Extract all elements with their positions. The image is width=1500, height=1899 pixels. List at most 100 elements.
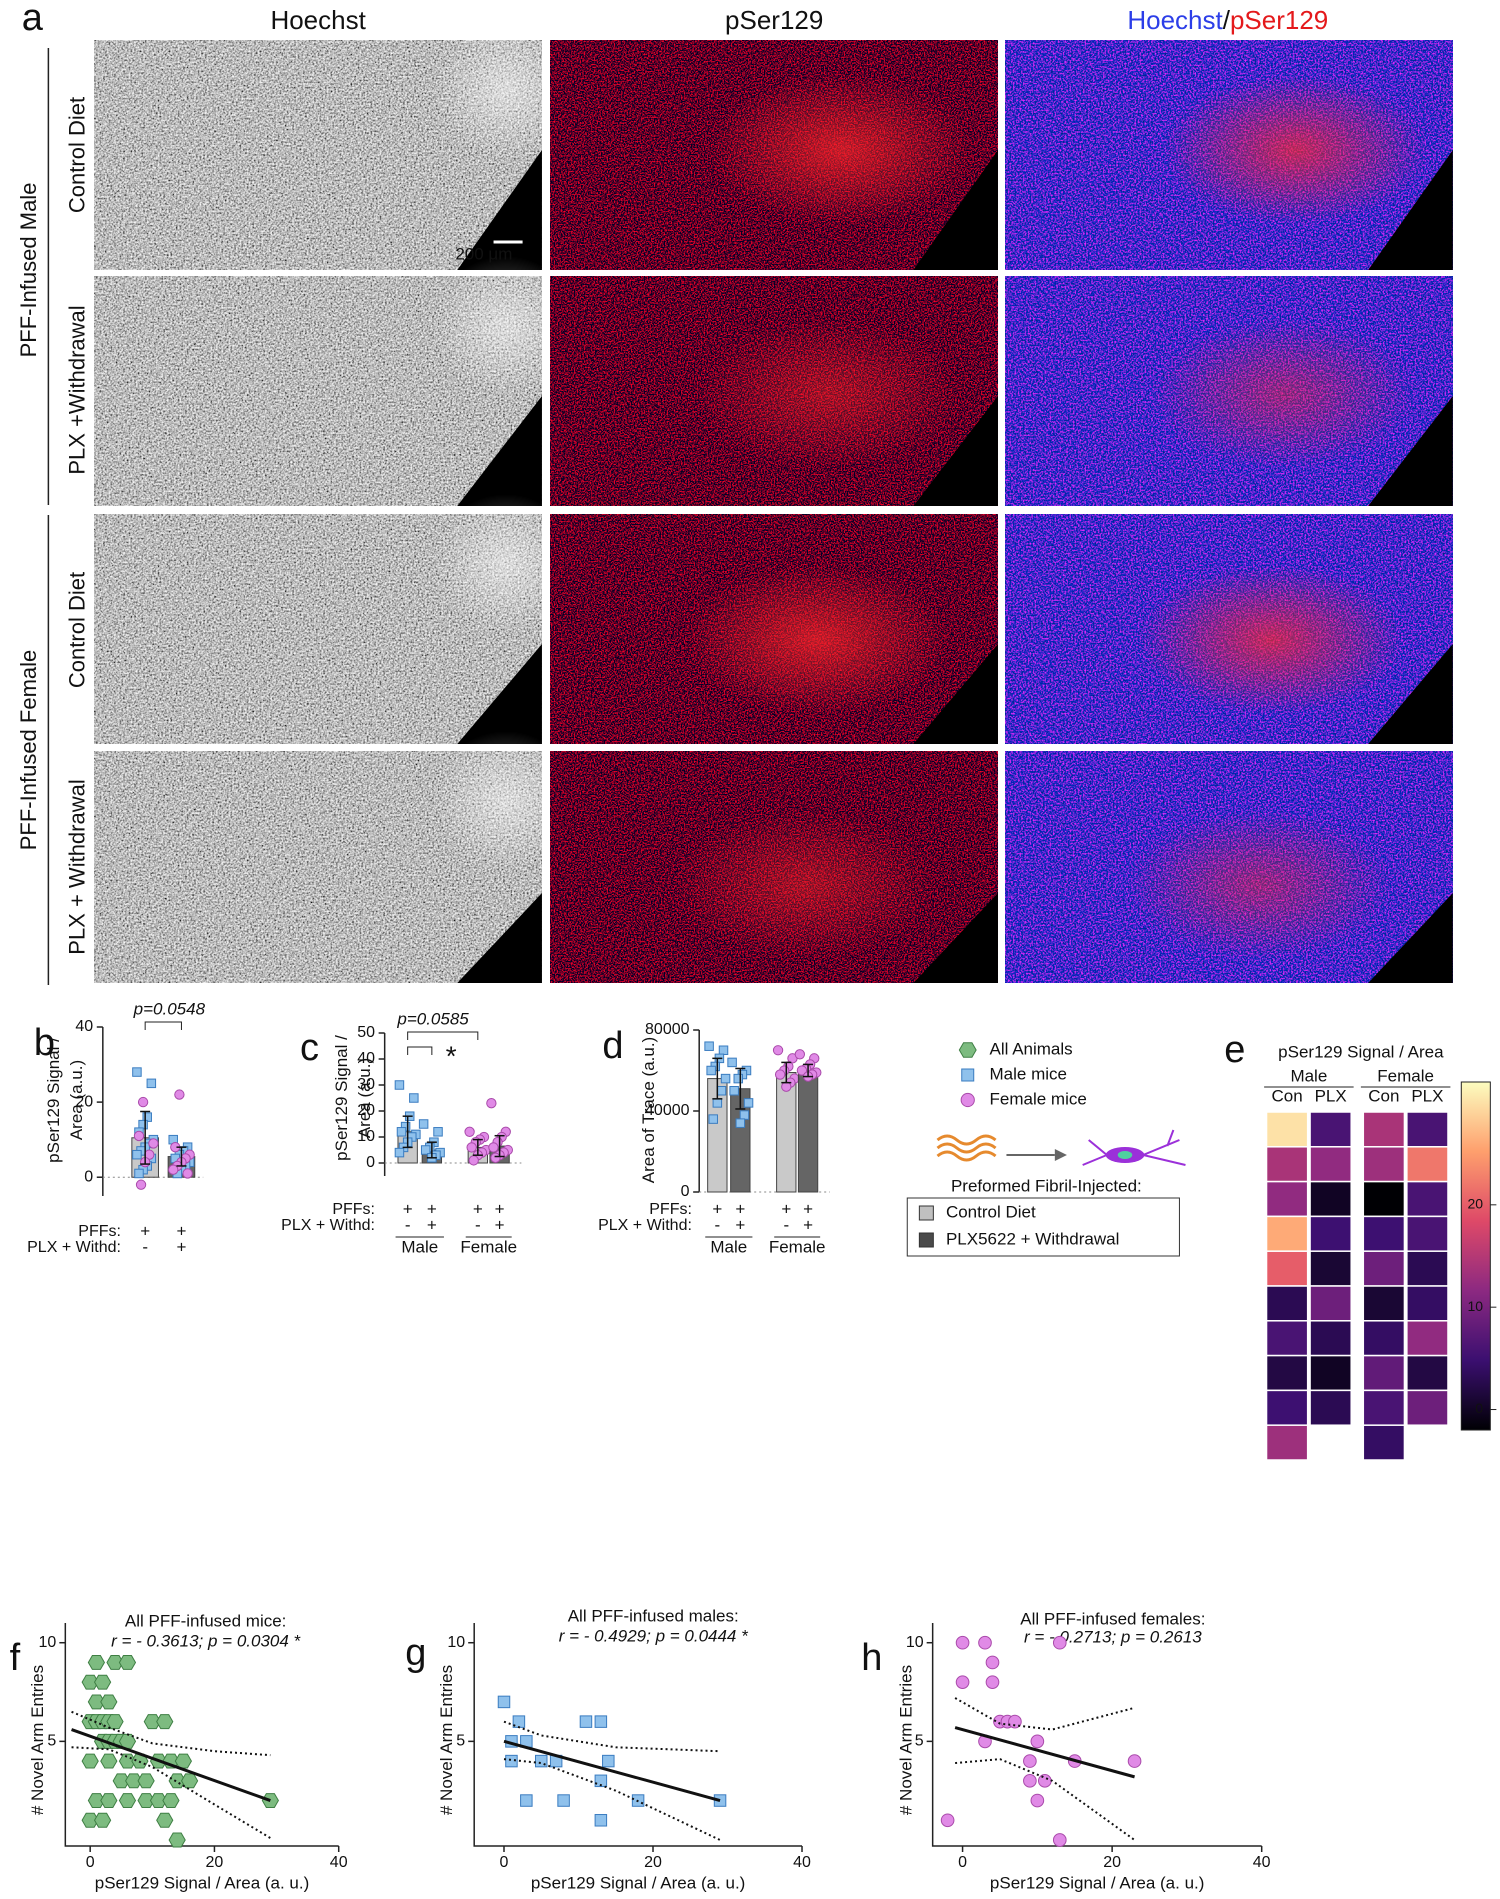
y-axis-label: # Novel Arm Entries — [437, 1665, 456, 1815]
legend-label: PLX5622 + Withdrawal — [946, 1229, 1119, 1248]
column-label: PLX — [1315, 1086, 1347, 1105]
row-label: PFFs: — [78, 1223, 121, 1240]
heatmap-cell — [1265, 1180, 1309, 1218]
heatmap-cell — [1362, 1389, 1406, 1426]
heatmap-cell — [1406, 1285, 1449, 1322]
marker-circle — [1030, 1793, 1045, 1808]
row-label: PLX +Withdrawal — [64, 305, 89, 474]
tissue-void — [913, 150, 998, 270]
signal-region — [707, 75, 974, 225]
marker-circle — [1052, 1833, 1067, 1847]
marker-hexagon — [174, 1753, 193, 1769]
heatmap-cell — [1406, 1320, 1449, 1357]
regression-line — [71, 1728, 271, 1802]
tissue-void — [1368, 893, 1453, 983]
tissue-void — [913, 644, 998, 744]
tissue-void — [457, 150, 542, 270]
marker-circle — [940, 1813, 955, 1828]
marker-hexagon — [81, 1753, 99, 1769]
heatmap-cell — [1406, 1146, 1449, 1183]
annotation: * — [445, 1040, 457, 1071]
marker-hexagon — [93, 1674, 112, 1690]
marker-hexagon — [156, 1714, 174, 1730]
marker-circle — [985, 1655, 1000, 1670]
heatmap-cell — [1309, 1180, 1352, 1218]
column-title: Hoechst — [270, 5, 366, 35]
row-mark: - — [405, 1215, 411, 1234]
heatmap-cell — [1406, 1250, 1449, 1287]
marker-hexagon — [81, 1812, 99, 1828]
marker-square — [718, 1045, 729, 1055]
annotation: p=0.0585 — [396, 1009, 469, 1028]
marker-square — [146, 1078, 157, 1089]
heatmap-cell — [1362, 1111, 1406, 1148]
colorbar-tick-label: 10 — [1467, 1298, 1483, 1314]
y-tick-label: 0 — [681, 1183, 690, 1200]
heatmap-cell — [1309, 1389, 1352, 1426]
x-tick-label: 0 — [86, 1854, 95, 1871]
row-mark: + — [176, 1237, 186, 1256]
fibril-icon — [936, 1150, 997, 1162]
chart-stats: r = - 0.4929; p = 0.0444 * — [559, 1626, 749, 1645]
row-label: PFFs: — [332, 1201, 375, 1218]
x-axis-label: pSer129 Signal / Area (a. u.) — [95, 1873, 310, 1892]
y-tick-label: 10 — [906, 1634, 924, 1651]
tissue-void — [457, 644, 542, 744]
marker-square — [396, 1127, 407, 1137]
marker-square — [716, 1086, 727, 1096]
bright-region — [433, 20, 579, 160]
legend-swatch — [918, 1205, 934, 1221]
marker-circle — [781, 1081, 792, 1092]
marker-circle — [985, 1675, 1000, 1690]
chart-stats: r = - 0.3613; p = 0.0304 * — [111, 1631, 301, 1650]
heatmap-cell — [1362, 1180, 1406, 1218]
heatmap-cell — [1362, 1354, 1406, 1392]
panel-letter: h — [861, 1637, 882, 1679]
marker-square — [409, 1093, 419, 1103]
row-mark: + — [803, 1199, 813, 1218]
heatmap-cell — [1406, 1180, 1449, 1218]
x-tick-label: 40 — [793, 1854, 811, 1871]
group-label: Male — [1290, 1066, 1327, 1085]
heatmap-cell — [1309, 1285, 1352, 1322]
neuron-nucleus — [1117, 1151, 1133, 1159]
row-mark: - — [715, 1215, 721, 1234]
y-axis-label: Area of Trace (a.u.) — [639, 1037, 658, 1183]
column-label: Con — [1368, 1086, 1399, 1105]
row-mark: + — [427, 1215, 437, 1234]
y-tick-label: 50 — [357, 1024, 375, 1041]
significance-bracket — [144, 1021, 182, 1030]
marker-circle — [466, 1142, 477, 1153]
row-mark: - — [475, 1215, 481, 1234]
marker-square — [132, 1149, 142, 1160]
x-tick-label: 20 — [1103, 1854, 1121, 1871]
signal-region — [1138, 565, 1405, 715]
marker-hexagon — [81, 1674, 99, 1690]
marker-hexagon — [125, 1773, 143, 1789]
tissue-void — [457, 396, 542, 506]
row-label: PLX + Withd: — [598, 1217, 692, 1234]
fibril-icon — [936, 1142, 997, 1154]
signal-region — [1126, 810, 1393, 960]
marker-square — [594, 1814, 608, 1827]
column-title: pSer129 — [725, 5, 823, 35]
marker-square — [743, 1098, 754, 1108]
y-tick-label: 20 — [357, 1102, 375, 1119]
marker-square — [394, 1147, 405, 1158]
marker-hexagon — [118, 1654, 137, 1670]
heatmap-title: pSer129 Signal / Area — [1278, 1042, 1444, 1061]
marker-circle — [1008, 1714, 1022, 1729]
chart-title: All PFF-infused mice: — [125, 1611, 287, 1630]
row-label: Control Diet — [64, 97, 89, 213]
marker-square — [739, 1110, 750, 1120]
marker-circle — [490, 1152, 501, 1163]
row-mark: + — [427, 1199, 437, 1218]
legend-swatch — [918, 1232, 934, 1248]
marker-circle — [1127, 1754, 1142, 1768]
row-mark: + — [803, 1215, 813, 1234]
y-tick-label: 40000 — [645, 1102, 690, 1119]
marker-square — [505, 1754, 518, 1768]
marker-square — [594, 1715, 608, 1728]
y-axis-label: pSer129 Signal / — [44, 1037, 63, 1163]
